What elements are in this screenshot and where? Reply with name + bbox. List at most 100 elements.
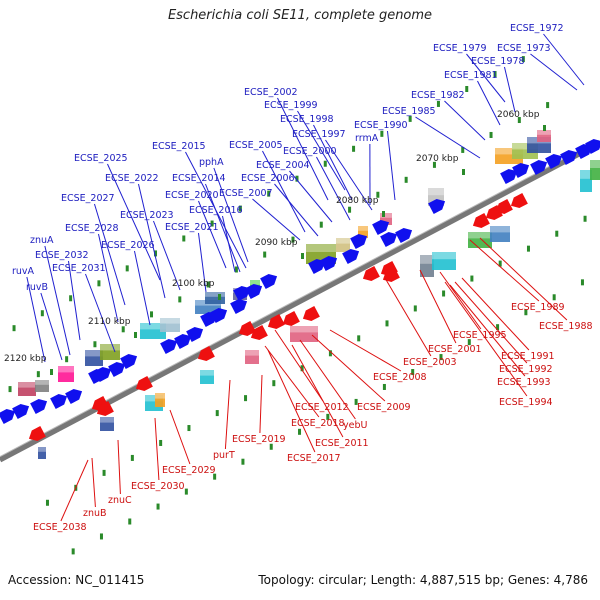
track-tick [45,499,49,506]
forward-gene-label: ECSE_2004 [256,160,310,171]
reverse-leader-line [117,439,121,495]
forward-gene-label: ECSE_2020 [165,190,219,201]
forward-leader-line [197,232,207,293]
reverse-leader-line [60,459,89,522]
kbp-tick [462,169,465,175]
forward-gene-arrow [160,338,178,355]
gene-block [200,370,214,384]
gene-arrow-shape [510,192,528,209]
reverse-gene-label: ECSE_1988 [539,321,593,332]
reverse-gene-arrow [28,425,46,442]
gene-block [155,393,165,407]
track-tick [36,371,40,378]
reverse-leader-line [224,379,231,450]
gene-arrow-shape [12,403,30,420]
forward-gene-arrow [560,149,578,166]
gene-arrow-shape [382,266,400,283]
forward-gene-label: ECSE_2006 [241,173,295,184]
gene-arrow-shape [108,361,126,378]
track-tick [583,215,587,222]
gene-block-highlight [160,318,180,324]
forward-leader-line [274,183,319,237]
forward-gene-label: ECSE_1997 [292,129,346,140]
track-tick [326,413,330,420]
reverse-leader-line [329,329,402,372]
gene-arrow-shape [30,398,48,415]
track-tick [154,250,158,257]
reverse-leader-line [267,349,316,453]
reverse-gene-arrow [495,198,513,215]
track-tick [498,260,502,267]
reverse-gene-arrow [362,265,380,282]
track-tick [156,503,160,510]
track-tick [382,383,386,390]
forward-gene-arrow [500,168,518,185]
track-tick [524,309,528,316]
gene-arrow-shape [250,324,268,341]
gene-block [432,252,456,270]
kbp-label: 2120 kbp [4,354,47,364]
forward-gene-arrow [30,398,48,415]
forward-leader-line [97,233,119,323]
forward-gene-label: ECSE_2002 [244,87,298,98]
track-tick [493,71,497,78]
forward-gene-label: ECSE_2025 [74,153,128,164]
gene-arrow-shape [545,153,563,170]
track-tick [376,191,380,198]
track-tick [102,469,106,476]
gene-block [590,160,600,180]
gene-arrow-shape [230,298,248,315]
forward-leader-line [221,215,236,273]
reverse-gene-arrow [197,345,215,362]
reverse-gene-label: ECSE_2038 [33,522,87,533]
track-tick [404,176,408,183]
gene-block-highlight [85,350,103,357]
gene-arrow-shape [395,227,413,244]
track-tick [121,326,125,333]
forward-leader-line [205,183,241,273]
forward-gene-arrow [174,333,192,350]
forward-gene-arrow [308,258,326,275]
gene-block [537,130,551,142]
forward-gene-label: ECSE_2021 [165,222,219,233]
gene-block [85,350,103,366]
gene-block-highlight [468,232,492,239]
gene-block-highlight [495,148,523,155]
reverse-leader-line [299,339,356,420]
track-tick [348,206,352,213]
track-tick [465,85,469,92]
gene-arrow-shape [233,285,251,302]
gene-block [18,382,36,396]
gene-block [100,417,114,431]
gene-arrow-layer [0,138,600,442]
reverse-gene-arrow [135,375,153,392]
track-tick [150,311,154,318]
gene-label-layer: ECSE_1972 ECSE_1973 ECSE_1979 ECSE_1978 ECSE… [12,23,593,533]
reverse-leader-line [259,374,263,434]
track-tick [128,518,132,525]
reverse-gene-label: ECSE_2011 [315,438,369,449]
track-tick [489,131,493,138]
forward-gene-arrow [320,255,338,272]
forward-gene-label: ECSE_2032 [35,250,89,261]
reverse-leader-line [154,417,160,481]
track-tick [99,533,103,540]
gene-block-highlight [306,244,336,252]
forward-leader-line [297,110,346,191]
track-tick [269,443,273,450]
forward-gene-label: ECSE_2026 [101,240,155,251]
reverse-gene-label: ECSE_1995 [453,330,507,341]
forward-leader-line [386,130,396,201]
reverse-gene-label: ECSE_2012 [295,402,349,413]
reverse-gene-label: ECSE_2008 [373,372,427,383]
reverse-leader-line [291,344,344,438]
gene-block [420,255,434,277]
gene-block-highlight [38,447,46,452]
forward-gene-label: ECSE_2027 [61,193,115,204]
kbp-tick [301,253,304,259]
gene-arrow-shape [174,333,192,350]
reverse-gene-label: yebU [343,420,367,431]
gene-arrow-shape [197,345,215,362]
gene-arrow-shape [585,138,600,155]
forward-gene-label: ECSE_1998 [280,114,334,125]
